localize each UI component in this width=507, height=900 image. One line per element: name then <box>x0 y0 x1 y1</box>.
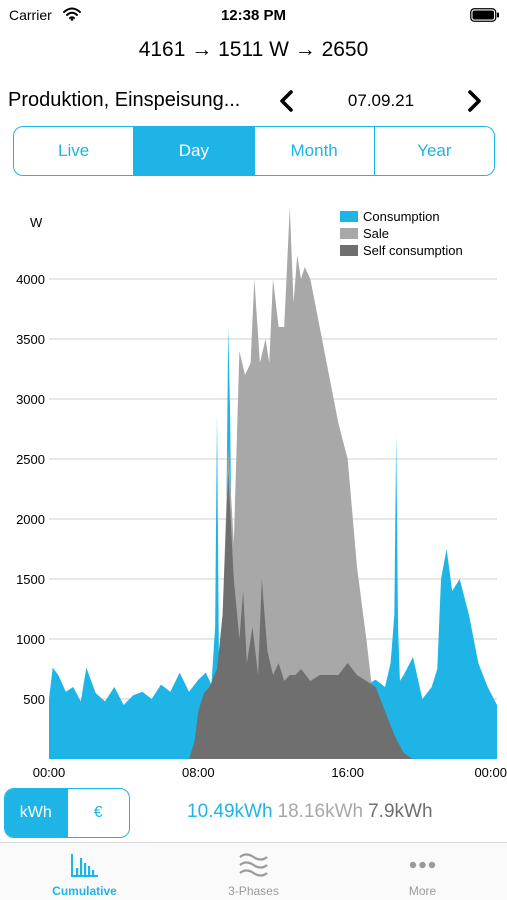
tab-month[interactable]: Month <box>255 127 375 175</box>
tab-cumulative[interactable]: Cumulative <box>0 843 169 900</box>
legend-label-sale: Sale <box>363 226 389 241</box>
total-sale: 18.16kWh <box>277 801 364 822</box>
period-segmented-control: Live Day Month Year <box>13 126 495 176</box>
series-areas <box>49 207 497 759</box>
y-tick-label: 2000 <box>16 512 45 527</box>
x-tick-label: 00:00 <box>474 765 507 780</box>
y-tick-label: 1500 <box>16 572 45 587</box>
tab-day[interactable]: Day <box>134 127 255 175</box>
y-tick-label: 2500 <box>16 452 45 467</box>
x-tick-label: 16:00 <box>331 765 364 780</box>
y-tick-labels: 500 1000 1500 2000 2500 3000 3500 4000 <box>16 272 45 707</box>
bottom-tab-bar: Cumulative 3-Phases More <box>0 842 507 900</box>
y-tick-label: 3500 <box>16 332 45 347</box>
y-axis-unit-label: W <box>30 215 43 230</box>
chart-legend: Consumption Sale Self consumption <box>340 209 463 258</box>
x-tick-label: 08:00 <box>182 765 215 780</box>
nav-row: Produktion, Einspeisung... 07.09.21 <box>0 86 507 118</box>
legend-swatch-consumption <box>340 211 358 222</box>
legend-label-self-consumption: Self consumption <box>363 243 463 258</box>
self-consumption-area <box>49 471 497 759</box>
wifi-icon <box>63 7 81 21</box>
previous-day-button[interactable] <box>276 88 298 114</box>
tab-live[interactable]: Live <box>14 127 135 175</box>
tab-more[interactable]: More <box>338 843 507 900</box>
y-tick-label: 4000 <box>16 272 45 287</box>
unit-kwh-button[interactable]: kWh <box>5 789 67 837</box>
total-self-consumption: 7.9kWh <box>368 801 433 822</box>
consumption-area <box>49 327 497 759</box>
power-flow-summary: 4161 → 1511 W → 2650 <box>138 38 369 61</box>
y-tick-label: 3000 <box>16 392 45 407</box>
unit-euro-button[interactable]: € <box>66 789 130 837</box>
tab-3-phases-label: 3-Phases <box>228 884 279 898</box>
tab-year[interactable]: Year <box>417 141 452 160</box>
bar-chart-icon <box>71 854 98 877</box>
x-tick-label: 00:00 <box>33 765 66 780</box>
y-tick-label: 500 <box>23 692 45 707</box>
x-tick-labels: 00:00 08:00 16:00 00:00 <box>33 765 507 780</box>
sale-area <box>49 207 497 759</box>
view-title[interactable]: Produktion, Einspeisung... <box>8 89 241 111</box>
tab-cumulative-label: Cumulative <box>52 884 117 898</box>
daily-totals: 10.49kWh 18.16kWh 7.9kWh <box>187 801 433 823</box>
unit-toggle: kWh € <box>4 788 130 838</box>
total-consumption: 10.49kWh <box>187 801 273 822</box>
y-tick-label: 1000 <box>16 632 45 647</box>
battery-icon <box>470 8 499 22</box>
legend-label-consumption: Consumption <box>363 209 440 224</box>
legend-swatch-sale <box>340 228 358 239</box>
waves-icon <box>239 853 268 877</box>
status-time: 12:38 PM <box>220 7 287 24</box>
carrier-label: Carrier <box>9 7 52 23</box>
tab-3-phases[interactable]: 3-Phases <box>169 843 338 900</box>
tab-more-label: More <box>408 884 437 898</box>
legend-swatch-self-consumption <box>340 245 358 256</box>
status-bar: Carrier 12:38 PM <box>0 0 507 30</box>
next-day-button[interactable] <box>463 88 485 114</box>
current-date: 07.09.21 <box>347 91 415 110</box>
more-dots-icon <box>409 861 436 869</box>
